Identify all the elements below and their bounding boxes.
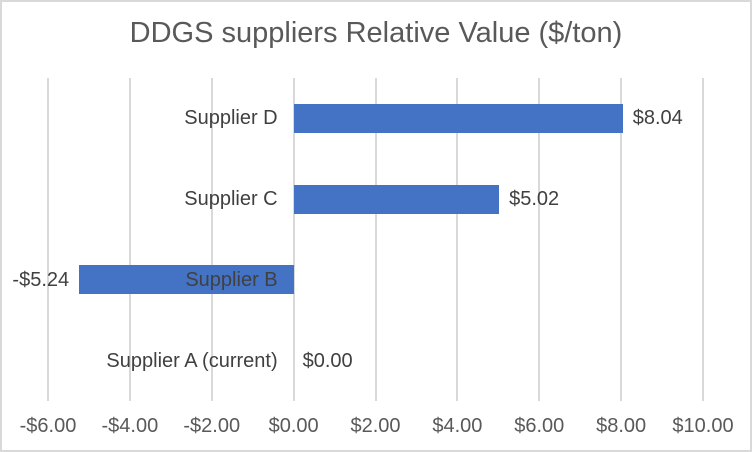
x-tick-label: $10.00: [672, 415, 734, 437]
gridline--2: [210, 78, 213, 401]
x-tick-label: -$6.00: [19, 415, 77, 437]
category-label-supplier-c: Supplier C: [184, 188, 278, 211]
gridline-2: [374, 78, 377, 401]
gridline--4: [128, 78, 131, 401]
bar-supplier-b: [79, 265, 294, 295]
gridline-10: [702, 78, 704, 401]
value-label-supplier-b: -$5.24: [12, 268, 70, 291]
category-label-supplier-b: Supplier B: [185, 268, 278, 291]
x-tick-label: $8.00: [596, 415, 647, 437]
x-tick-label: -$4.00: [101, 415, 159, 437]
value-label-supplier-c: $5.02: [509, 188, 560, 211]
value-label-supplier-a-current: $0.00: [302, 349, 353, 372]
gridline-4: [456, 78, 459, 401]
gridline-0: [292, 78, 295, 401]
category-label-supplier-d: Supplier D: [184, 107, 278, 130]
gridline--6: [47, 78, 49, 401]
x-tick-label: $2.00: [350, 415, 401, 437]
category-label-supplier-a-current: Supplier A (current): [106, 349, 278, 372]
x-tick-label: $0.00: [268, 415, 319, 437]
x-tick-label: -$2.00: [183, 415, 241, 437]
value-label-supplier-d: $8.04: [632, 107, 683, 130]
gridline-8: [620, 78, 623, 401]
x-tick-label: $4.00: [432, 415, 483, 437]
chart-title: DDGS suppliers Relative Value ($/ton): [129, 17, 623, 49]
bar-supplier-c: [293, 184, 500, 214]
x-tick-label: $6.00: [514, 415, 565, 437]
gridline-6: [538, 78, 541, 401]
bar-supplier-d: [293, 103, 623, 133]
